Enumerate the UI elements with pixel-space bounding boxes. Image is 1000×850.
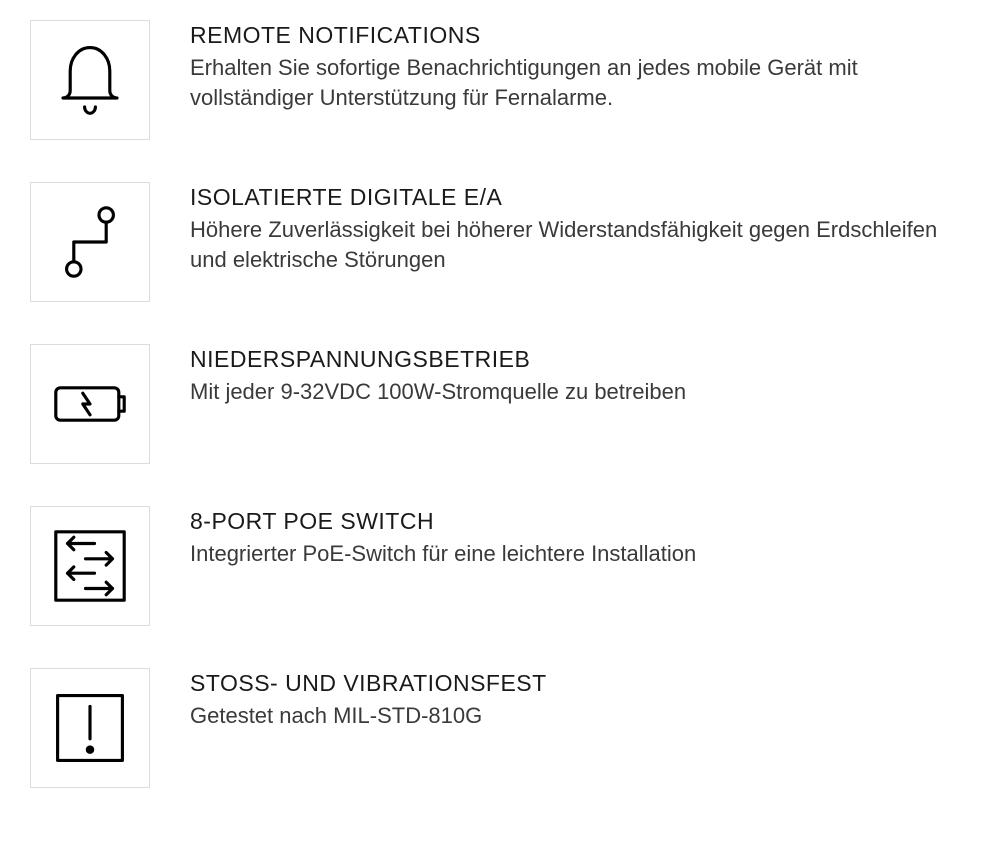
feature-description: Erhalten Sie sofortige Benachrichtigunge…: [190, 53, 970, 112]
feature-item: REMOTE NOTIFICATIONS Erhalten Sie sofort…: [30, 20, 970, 140]
feature-item: ISOLATIERTE DIGITALE E/A Höhere Zuverläs…: [30, 182, 970, 302]
feature-title: NIEDERSPANNUNGSBETRIEB: [190, 346, 970, 373]
switch-icon: [30, 506, 150, 626]
feature-text: 8-PORT POE SWITCH Integrierter PoE-Switc…: [190, 506, 970, 569]
feature-description: Mit jeder 9-32VDC 100W-Stromquelle zu be…: [190, 377, 970, 407]
feature-item: 8-PORT POE SWITCH Integrierter PoE-Switc…: [30, 506, 970, 626]
feature-text: REMOTE NOTIFICATIONS Erhalten Sie sofort…: [190, 20, 970, 112]
alert-icon: [30, 668, 150, 788]
feature-title: ISOLATIERTE DIGITALE E/A: [190, 184, 970, 211]
feature-title: 8-PORT POE SWITCH: [190, 508, 970, 535]
feature-description: Getestet nach MIL-STD-810G: [190, 701, 970, 731]
battery-icon: [30, 344, 150, 464]
feature-title: STOSS- UND VIBRATIONSFEST: [190, 670, 970, 697]
feature-title: REMOTE NOTIFICATIONS: [190, 22, 970, 49]
io-icon: [30, 182, 150, 302]
feature-text: NIEDERSPANNUNGSBETRIEB Mit jeder 9-32VDC…: [190, 344, 970, 407]
feature-text: ISOLATIERTE DIGITALE E/A Höhere Zuverläs…: [190, 182, 970, 274]
feature-description: Integrierter PoE-Switch für eine leichte…: [190, 539, 970, 569]
feature-item: NIEDERSPANNUNGSBETRIEB Mit jeder 9-32VDC…: [30, 344, 970, 464]
bell-icon: [30, 20, 150, 140]
feature-description: Höhere Zuverlässigkeit bei höherer Wider…: [190, 215, 970, 274]
feature-text: STOSS- UND VIBRATIONSFEST Getestet nach …: [190, 668, 970, 731]
feature-item: STOSS- UND VIBRATIONSFEST Getestet nach …: [30, 668, 970, 788]
